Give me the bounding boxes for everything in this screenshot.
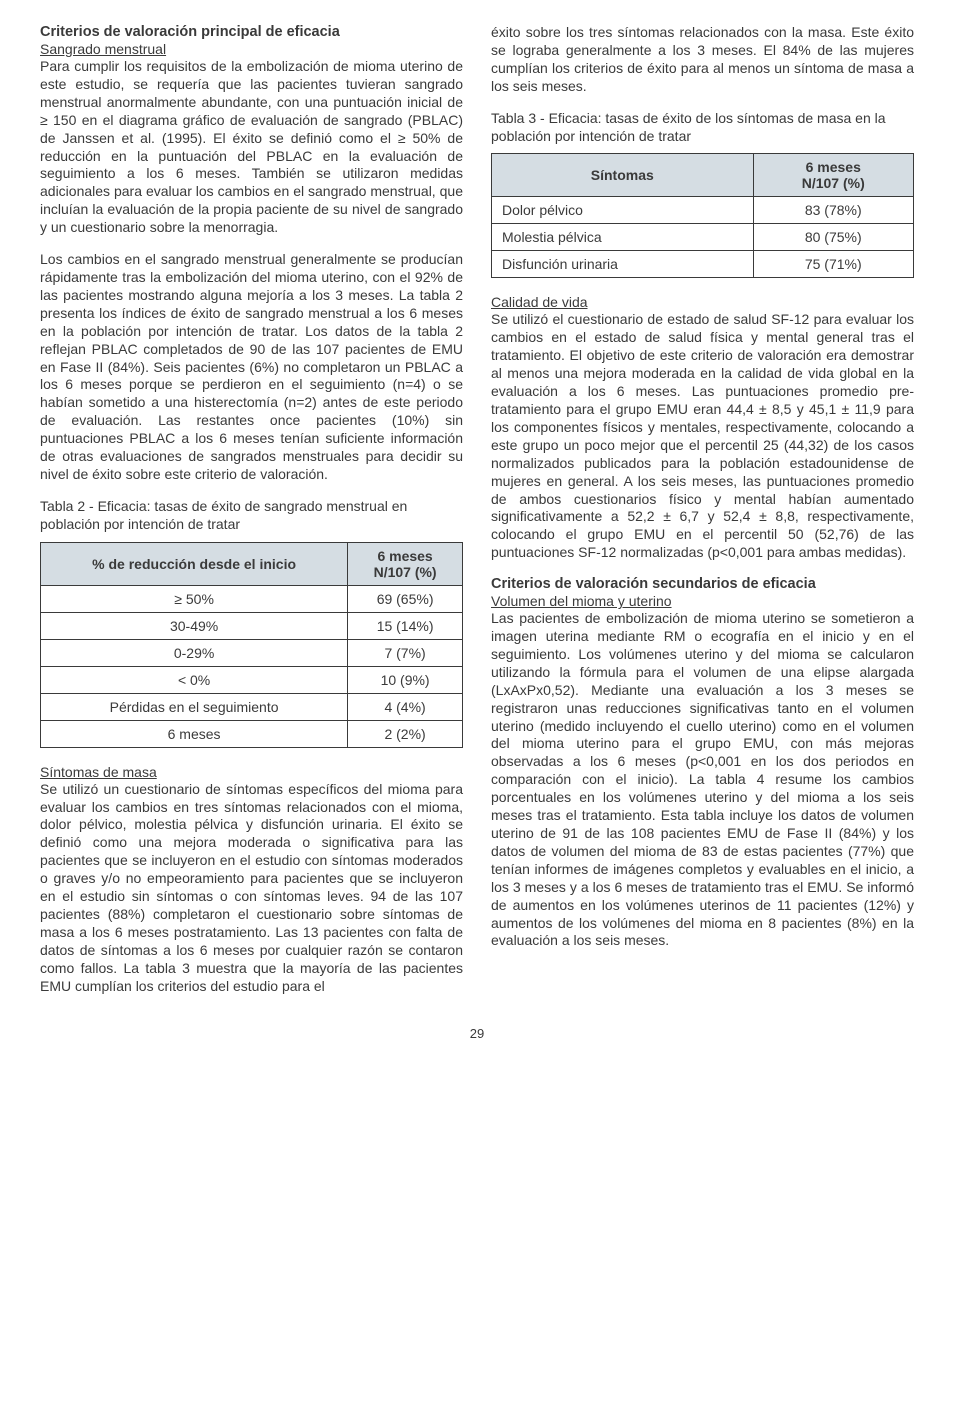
page-number: 29 — [40, 1026, 914, 1041]
volumen-heading: Volumen del mioma y uterino — [491, 593, 914, 609]
cell: 15 (14%) — [348, 612, 463, 639]
table-row: Molestia pélvica80 (75%) — [492, 224, 914, 251]
cell: 75 (71%) — [753, 251, 913, 278]
table-row: ≥ 50%69 (65%) — [41, 585, 463, 612]
sintomas-heading: Síntomas de masa — [40, 764, 463, 780]
tabla3-col2-header: 6 meses N/107 (%) — [753, 154, 913, 197]
tabla3-header-row: Síntomas 6 meses N/107 (%) — [492, 154, 914, 197]
tabla3-col2-l2: N/107 (%) — [802, 175, 865, 191]
cell: 83 (78%) — [753, 197, 913, 224]
tabla2-col2-l1: 6 meses — [377, 548, 432, 564]
sangrado-paragraph-2: Los cambios en el sangrado menstrual gen… — [40, 251, 463, 484]
tabla2-body: ≥ 50%69 (65%) 30-49%15 (14%) 0-29%7 (7%)… — [41, 585, 463, 747]
sangrado-paragraph-1: Para cumplir los requisitos de la emboli… — [40, 58, 463, 237]
calidad-paragraph: Se utilizó el cuestionario de estado de … — [491, 311, 914, 562]
table-row: Dolor pélvico83 (78%) — [492, 197, 914, 224]
cell: Molestia pélvica — [492, 224, 754, 251]
cell: 2 (2%) — [348, 720, 463, 747]
calidad-heading: Calidad de vida — [491, 294, 914, 310]
tabla3-caption: Tabla 3 - Eficacia: tasas de éxito de lo… — [491, 110, 914, 146]
cell: 0-29% — [41, 639, 348, 666]
left-column: Criterios de valoración principal de efi… — [40, 24, 463, 996]
right-column: éxito sobre los tres síntomas relacionad… — [491, 24, 914, 996]
tabla2-col1-header: % de reducción desde el inicio — [41, 542, 348, 585]
cell: ≥ 50% — [41, 585, 348, 612]
tabla3-col2-l1: 6 meses — [806, 159, 861, 175]
cell: 4 (4%) — [348, 693, 463, 720]
tabla2-col2-header: 6 meses N/107 (%) — [348, 542, 463, 585]
cell: 7 (7%) — [348, 639, 463, 666]
cell: 80 (75%) — [753, 224, 913, 251]
table-row: 0-29%7 (7%) — [41, 639, 463, 666]
criterios-title: Criterios de valoración principal de efi… — [40, 24, 463, 40]
cell: 6 meses — [41, 720, 348, 747]
page-columns: Criterios de valoración principal de efi… — [40, 24, 914, 996]
tabla3-col1-header: Síntomas — [492, 154, 754, 197]
tabla3: Síntomas 6 meses N/107 (%) Dolor pélvico… — [491, 153, 914, 278]
tabla3-body: Dolor pélvico83 (78%) Molestia pélvica80… — [492, 197, 914, 278]
table-row: < 0%10 (9%) — [41, 666, 463, 693]
table-row: 30-49%15 (14%) — [41, 612, 463, 639]
cell: 69 (65%) — [348, 585, 463, 612]
cell: 10 (9%) — [348, 666, 463, 693]
volumen-paragraph: Las pacientes de embolización de mioma u… — [491, 610, 914, 950]
cell: < 0% — [41, 666, 348, 693]
cell: Disfunción urinaria — [492, 251, 754, 278]
table-row: Pérdidas en el seguimiento4 (4%) — [41, 693, 463, 720]
exito-paragraph: éxito sobre los tres síntomas relacionad… — [491, 24, 914, 96]
criterios-secundarios-title: Criterios de valoración secundarios de e… — [491, 576, 914, 592]
cell: Pérdidas en el seguimiento — [41, 693, 348, 720]
table-row: 6 meses2 (2%) — [41, 720, 463, 747]
tabla2-col2-l2: N/107 (%) — [374, 564, 437, 580]
table-row: Disfunción urinaria75 (71%) — [492, 251, 914, 278]
tabla2-caption: Tabla 2 - Eficacia: tasas de éxito de sa… — [40, 498, 463, 534]
tabla2: % de reducción desde el inicio 6 meses N… — [40, 542, 463, 748]
sintomas-paragraph: Se utilizó un cuestionario de síntomas e… — [40, 781, 463, 996]
sangrado-heading: Sangrado menstrual — [40, 41, 463, 57]
cell: Dolor pélvico — [492, 197, 754, 224]
tabla2-header-row: % de reducción desde el inicio 6 meses N… — [41, 542, 463, 585]
cell: 30-49% — [41, 612, 348, 639]
